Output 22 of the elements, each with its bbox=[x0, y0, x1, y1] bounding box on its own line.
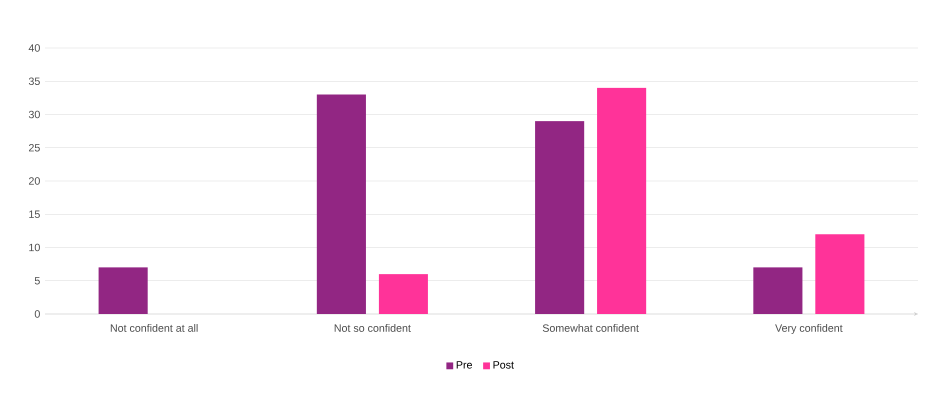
y-tick-label: 35 bbox=[28, 77, 40, 86]
y-tick-label: 20 bbox=[28, 177, 40, 185]
x-tick-label: Not confident at all bbox=[110, 324, 198, 332]
x-tick-label: Somewhat confident bbox=[542, 324, 639, 332]
y-tick-label: 10 bbox=[29, 244, 40, 252]
y-tick-label: 25 bbox=[28, 144, 40, 152]
bar bbox=[316, 94, 366, 314]
y-tick-label: 40 bbox=[28, 44, 40, 52]
bar bbox=[98, 267, 148, 314]
y-tick-label: 0 bbox=[34, 310, 40, 318]
y-tick-label: 15 bbox=[29, 210, 40, 218]
x-tick-label: Very confident bbox=[775, 324, 843, 334]
bar bbox=[597, 88, 646, 314]
bar bbox=[378, 274, 428, 314]
bar bbox=[535, 121, 584, 314]
y-tick-label: 30 bbox=[28, 110, 40, 118]
bar bbox=[815, 234, 864, 314]
legend-label: Post bbox=[494, 361, 514, 369]
y-tick-label: 5 bbox=[34, 277, 40, 284]
legend-label: Pre bbox=[456, 361, 472, 369]
x-tick-label: Not so confident bbox=[334, 324, 411, 332]
bar bbox=[753, 267, 802, 314]
